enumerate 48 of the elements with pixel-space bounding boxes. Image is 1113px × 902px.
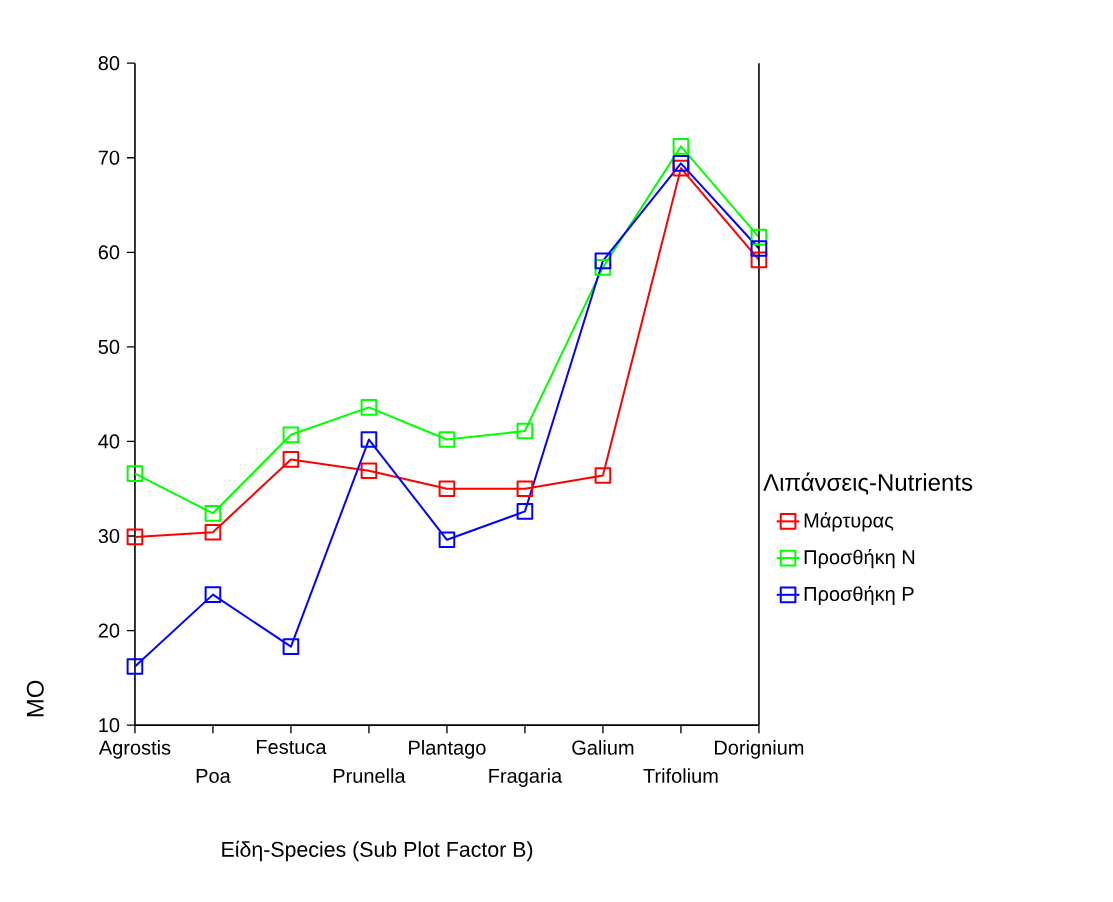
point [126, 658, 144, 675]
x-tick-label: Galium [572, 740, 634, 755]
y-axis-title: MO [26, 680, 44, 717]
x-tick-label: Plantago [409, 740, 486, 759]
x-tick-label: Fragaria [489, 768, 563, 787]
legend-title: Λιπάνσεις-Nutrients [763, 472, 973, 495]
y-tick-label: 20 [98, 623, 120, 638]
y-tick-label: 60 [98, 245, 120, 260]
x-tick-label: Agrostis [98, 740, 171, 759]
y-tick-label: 70 [98, 150, 120, 165]
legend-label: Προσθήκη N [804, 549, 915, 569]
point [594, 252, 612, 270]
point [360, 399, 378, 416]
legend-label: Προσθήκη P [804, 585, 914, 605]
point [516, 480, 534, 498]
point [750, 228, 768, 246]
point [360, 431, 378, 448]
y-tick-label: 30 [98, 528, 120, 544]
x-tick-label: Dorignium [715, 740, 804, 759]
point [282, 451, 300, 468]
point [594, 467, 612, 484]
point [516, 503, 534, 520]
y-tick-label: 10 [99, 718, 120, 733]
x-tick-label: Poa [196, 768, 231, 783]
point [516, 422, 534, 440]
x-tick-label: Trifolium [643, 768, 718, 783]
point [126, 465, 144, 482]
legend-label: Μάρτυρας [804, 512, 894, 532]
y-tick-label: 40 [98, 434, 120, 449]
point [204, 504, 222, 522]
point [126, 528, 144, 546]
point [750, 251, 768, 269]
point [438, 431, 456, 448]
point [282, 638, 300, 655]
y-tick-label: 50 [98, 339, 120, 354]
point [672, 138, 690, 155]
point [438, 531, 456, 549]
point [750, 240, 768, 257]
point [282, 426, 300, 444]
point [360, 462, 378, 480]
y-tick-label: 80 [98, 56, 120, 71]
x-tick-label: Prunella [333, 768, 406, 783]
point [204, 586, 222, 603]
point [672, 155, 690, 172]
x-tick-label: Festuca [257, 740, 327, 755]
point [204, 523, 222, 541]
x-axis-title: Είδη-Species (Sub Plot Factor B) [222, 840, 533, 862]
point [438, 480, 456, 498]
